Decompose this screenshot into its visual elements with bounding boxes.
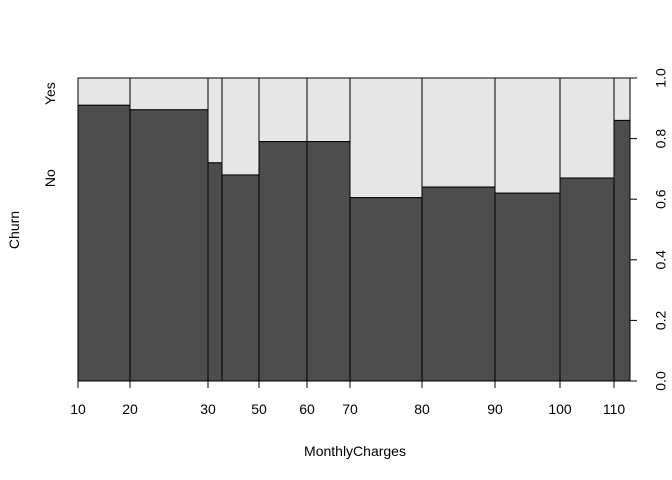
- x-tick-label-70: 70: [342, 401, 358, 417]
- x-tick-label-30: 30: [200, 401, 216, 417]
- x-tick-label-10: 10: [70, 401, 86, 417]
- x-tick-label-90: 90: [487, 401, 503, 417]
- bar-group: [77, 77, 631, 382]
- y-axis-title: Churn: [6, 211, 22, 249]
- bar-yes-30-33: [207, 77, 223, 164]
- x-tick-label-110: 110: [603, 401, 626, 417]
- y-tick-label-0.2: 0.2: [653, 310, 669, 330]
- x-tick-label-20: 20: [122, 401, 138, 417]
- bar-no-70-80: [421, 186, 496, 382]
- y-tick-label-1.0: 1.0: [653, 68, 669, 88]
- bar-yes-20-30: [129, 77, 209, 111]
- bar-yes-90-100: [559, 77, 615, 179]
- bar-no-80-90: [494, 192, 561, 382]
- bar-yes-60-70: [349, 77, 423, 199]
- bar-no-40-50: [258, 141, 308, 382]
- y-tick-label-0.0: 0.0: [653, 371, 669, 391]
- bar-no-10-20: [77, 104, 131, 382]
- y-axis-right: 0.0 0.2 0.4 0.6 0.8 1.0: [629, 68, 669, 391]
- y-tick-label-0.6: 0.6: [653, 189, 669, 209]
- x-tick-label-80: 80: [414, 401, 430, 417]
- bar-yes-80-90: [494, 77, 561, 194]
- bar-no-50-60: [306, 141, 351, 382]
- bar-yes-40-50: [258, 77, 308, 143]
- bar-no-90-100: [559, 177, 615, 382]
- y-tick-label-0.4: 0.4: [653, 250, 669, 270]
- category-label-yes: Yes: [42, 82, 58, 105]
- x-axis-title: MonthlyCharges: [304, 443, 406, 459]
- x-tick-label-60: 60: [299, 401, 315, 417]
- bar-yes-100-110: [613, 77, 631, 121]
- bar-no-20-30: [129, 109, 209, 382]
- y-tick-label-0.8: 0.8: [653, 129, 669, 149]
- bar-no-33-40: [221, 174, 260, 382]
- bar-yes-50-60: [306, 77, 351, 143]
- x-tick-label-100: 100: [548, 401, 572, 417]
- x-axis: 10 20 30 50 60 70 80 90 100 110: [70, 380, 630, 417]
- category-label-no: No: [42, 169, 58, 187]
- bar-yes-10-20: [77, 77, 131, 106]
- bar-no-60-70: [349, 197, 423, 382]
- bar-yes-33-40: [221, 77, 260, 176]
- bar-yes-70-80: [421, 77, 496, 188]
- x-tick-label-50: 50: [251, 401, 267, 417]
- bar-no-30-33: [207, 162, 223, 382]
- bar-no-100-110: [613, 119, 631, 382]
